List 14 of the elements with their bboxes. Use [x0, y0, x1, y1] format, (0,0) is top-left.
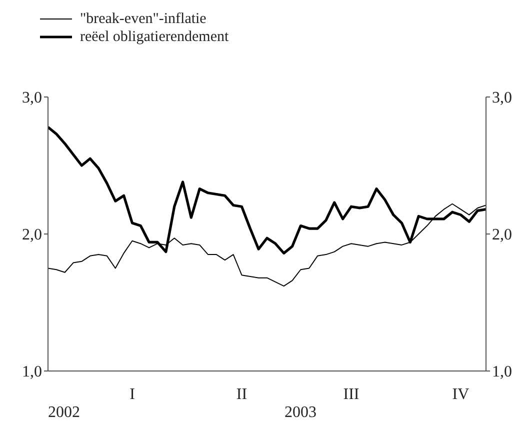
- y2-tick-label: 1,0: [492, 364, 512, 381]
- text: 2002: [48, 404, 80, 422]
- y-tick-label: 3,0: [22, 90, 42, 107]
- text: 2003: [284, 404, 317, 422]
- x-tick-label: III: [343, 386, 360, 403]
- legend-label: "break-even"-inflatie: [80, 10, 206, 28]
- x-tick-label: IV: [452, 386, 470, 403]
- y-tick-label: 2,0: [22, 226, 42, 244]
- x-tick-label: II: [236, 386, 248, 403]
- y2-tick-label: 3,0: [492, 90, 512, 107]
- y-tick-label: 1,0: [22, 364, 42, 381]
- y2-tick-label: 2,0: [492, 226, 512, 244]
- legend-label: reëel obligatierendement: [80, 28, 229, 46]
- x-tick-label: I: [130, 386, 135, 403]
